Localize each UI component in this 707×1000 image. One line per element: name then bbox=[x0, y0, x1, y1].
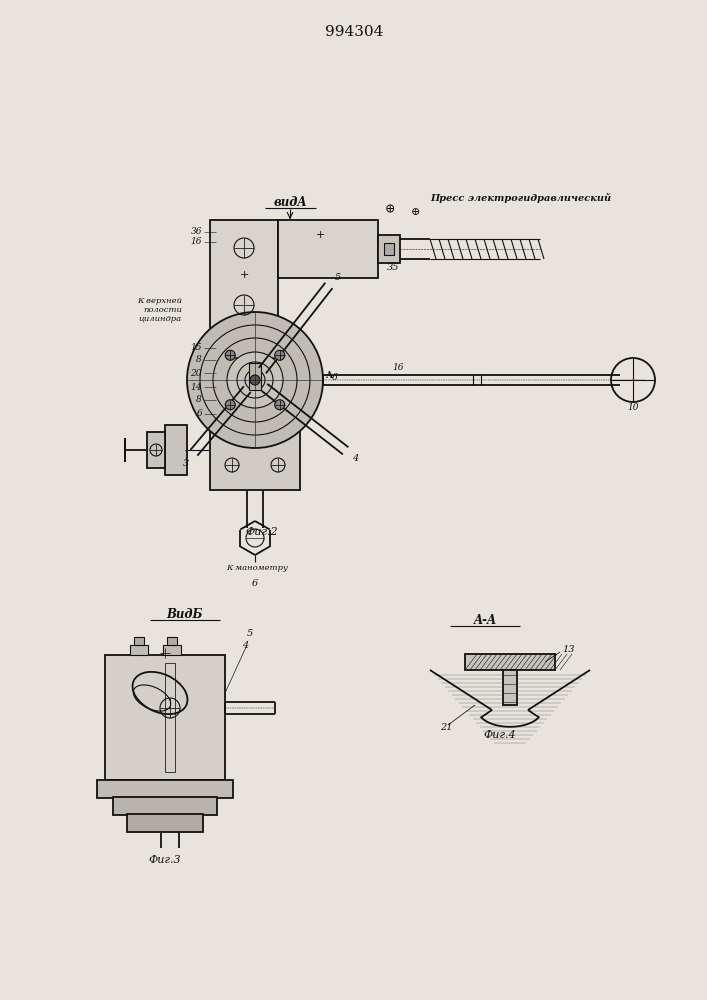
Polygon shape bbox=[235, 358, 275, 363]
Text: 5: 5 bbox=[335, 273, 341, 282]
Text: Фиг.3: Фиг.3 bbox=[148, 855, 181, 865]
Bar bbox=[163, 645, 181, 655]
Text: 5: 5 bbox=[247, 629, 253, 638]
Bar bbox=[97, 780, 233, 798]
Text: 16: 16 bbox=[190, 237, 202, 246]
Bar bbox=[384, 243, 394, 255]
Text: К манометру: К манометру bbox=[226, 564, 288, 572]
Text: 10: 10 bbox=[627, 403, 638, 412]
Text: 15: 15 bbox=[190, 344, 202, 353]
Bar bbox=[378, 235, 400, 263]
Text: 14: 14 bbox=[190, 382, 202, 391]
Circle shape bbox=[250, 375, 260, 385]
Bar bbox=[165, 663, 175, 772]
Text: ⊕: ⊕ bbox=[385, 204, 395, 217]
Text: 8: 8 bbox=[197, 356, 202, 364]
Circle shape bbox=[226, 350, 235, 360]
Text: 6: 6 bbox=[197, 410, 202, 418]
Text: ВидБ: ВидБ bbox=[167, 608, 203, 621]
Text: 3: 3 bbox=[183, 459, 189, 468]
Text: 6: 6 bbox=[252, 578, 258, 587]
Text: 994304: 994304 bbox=[325, 25, 383, 39]
Text: 35: 35 bbox=[387, 263, 399, 272]
Circle shape bbox=[226, 400, 235, 410]
Text: Фиг.2: Фиг.2 bbox=[246, 527, 279, 537]
Text: 8: 8 bbox=[197, 395, 202, 404]
Text: 13: 13 bbox=[562, 646, 575, 654]
Bar bbox=[165, 425, 187, 475]
Bar bbox=[465, 654, 555, 670]
Bar bbox=[503, 670, 517, 705]
Text: 20: 20 bbox=[190, 368, 202, 377]
Text: 21: 21 bbox=[440, 724, 452, 732]
Text: A-A: A-A bbox=[474, 613, 496, 626]
Text: 6: 6 bbox=[332, 372, 338, 381]
Text: A: A bbox=[325, 371, 332, 380]
Bar bbox=[278, 220, 378, 278]
Text: Фиг.4: Фиг.4 bbox=[484, 730, 516, 740]
Bar bbox=[210, 220, 278, 365]
Text: +: + bbox=[315, 230, 325, 240]
Bar bbox=[147, 432, 165, 468]
Text: 4: 4 bbox=[242, 641, 248, 650]
Bar bbox=[134, 637, 144, 645]
Text: Пресс электрогидравлический: Пресс электрогидравлический bbox=[430, 193, 611, 203]
Circle shape bbox=[187, 312, 323, 448]
Circle shape bbox=[275, 350, 285, 360]
Bar bbox=[210, 410, 300, 490]
Text: 4: 4 bbox=[352, 454, 358, 463]
Text: К верхней
полости
цилиндра: К верхней полости цилиндра bbox=[137, 297, 182, 323]
Circle shape bbox=[227, 352, 283, 408]
Circle shape bbox=[275, 400, 285, 410]
Bar bbox=[105, 655, 225, 780]
Bar bbox=[130, 645, 148, 655]
Bar bbox=[127, 814, 203, 832]
Text: ⊕: ⊕ bbox=[410, 207, 420, 217]
Text: 16: 16 bbox=[392, 362, 404, 371]
Text: видA: видA bbox=[273, 196, 307, 210]
Text: 36: 36 bbox=[190, 228, 202, 236]
Bar bbox=[167, 637, 177, 645]
Bar bbox=[113, 797, 217, 815]
Bar bbox=[249, 363, 261, 390]
Text: +: + bbox=[239, 270, 249, 280]
